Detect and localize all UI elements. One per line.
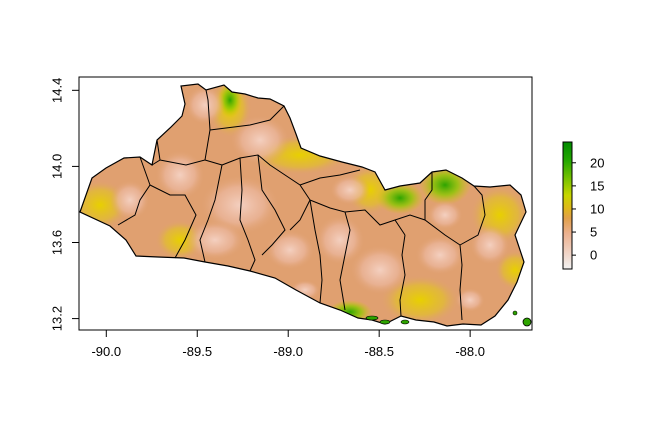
legend-tick-label: 15: [590, 178, 604, 193]
x-tick-label: -89.5: [182, 344, 212, 359]
y-axis: 13.2 13.6 14.0 14.4: [49, 78, 80, 331]
x-axis: -90.0 -89.5 -89.0 -88.5 -88.0: [91, 329, 485, 359]
coastal-islands: [365, 310, 532, 327]
legend-tick-label: 5: [590, 225, 597, 240]
department-borders: [117, 89, 486, 321]
x-tick-label: -88.5: [364, 344, 394, 359]
y-tick-label: 13.2: [49, 306, 64, 331]
legend-ticks: 0 5 10 15 20: [572, 155, 604, 263]
y-tick-label: 14.0: [49, 154, 64, 179]
legend-tick-label: 10: [590, 201, 604, 216]
x-tick-label: -89.0: [273, 344, 303, 359]
legend-tick-label: 20: [590, 155, 604, 170]
country-outline: [79, 83, 527, 327]
x-tick-label: -88.0: [455, 344, 485, 359]
y-tick-label: 14.4: [49, 78, 64, 103]
x-tick-label: -90.0: [91, 344, 121, 359]
legend-colorbar: [562, 141, 573, 270]
legend-tick-label: 0: [590, 248, 597, 263]
y-tick-label: 13.6: [49, 230, 64, 255]
